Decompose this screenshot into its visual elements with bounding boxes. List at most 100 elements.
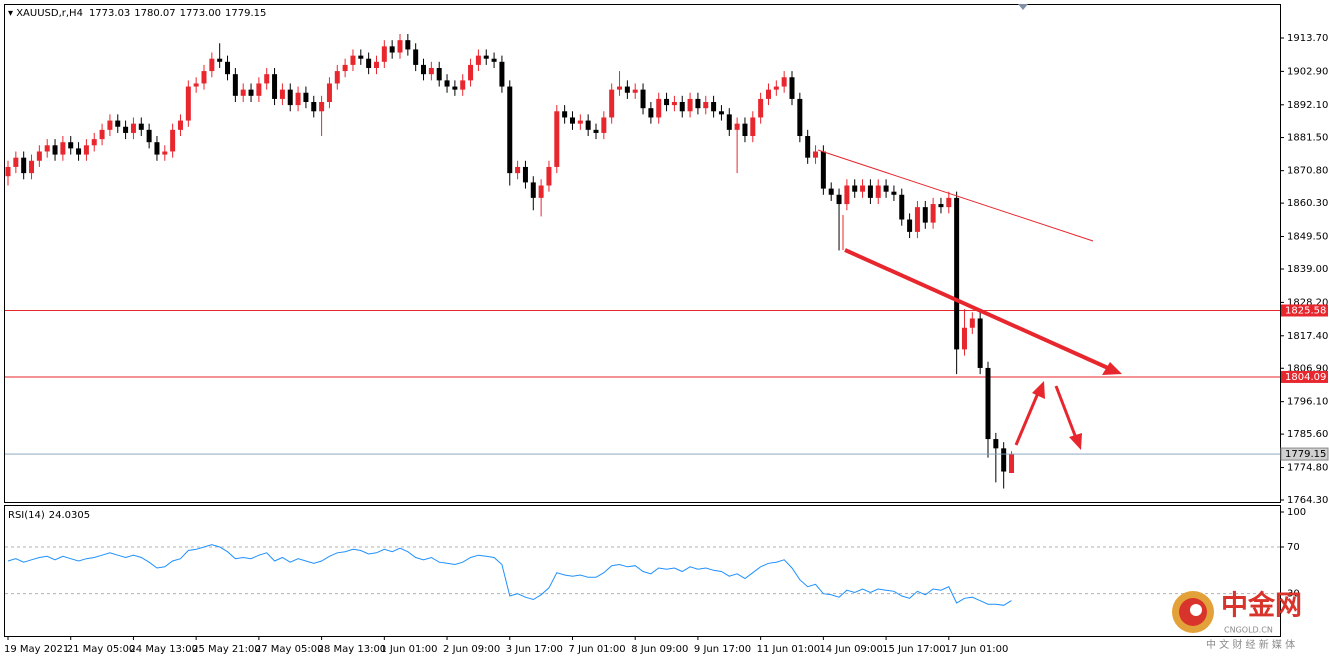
candle-body (5, 166, 11, 177)
y-tick-label: 1828.20 (1287, 297, 1328, 308)
candle-body (389, 46, 395, 53)
candle-body (483, 55, 489, 59)
candle-body (366, 58, 372, 68)
x-tick-label: 25 May 21:00 (192, 644, 261, 655)
candle-body (671, 102, 677, 106)
candle-body (421, 64, 427, 75)
shift-marker (1018, 4, 1028, 10)
y-tick-label: 1902.90 (1287, 66, 1328, 77)
candle-body (946, 197, 952, 208)
candle-body (405, 40, 411, 50)
candle-body (569, 117, 575, 124)
candle-body (1009, 454, 1015, 473)
candle-body (295, 92, 301, 106)
candle-body (601, 117, 607, 133)
candle-body (1001, 448, 1007, 472)
candle-body (899, 194, 905, 220)
candle-body (993, 439, 999, 449)
x-tick-label: 24 May 13:00 (129, 644, 198, 655)
close-label: 1779.15 (225, 8, 266, 19)
candle-body (546, 166, 552, 186)
arrow-line (1014, 392, 1040, 446)
level-tag-label: 1804.09 (1285, 372, 1326, 383)
x-tick-label: 14 Jun 09:00 (819, 644, 883, 655)
candle-body (985, 367, 991, 440)
x-tick-label: 3 Jun 17:00 (506, 644, 563, 655)
y-tick-label: 1796.10 (1287, 397, 1328, 408)
candle-body (436, 67, 442, 81)
logo-site: CNGOLD.CN (1224, 626, 1273, 635)
candle-body (177, 120, 183, 130)
open-label: 1773.03 (89, 8, 130, 19)
candle-body (303, 92, 309, 103)
candle-body (491, 58, 497, 62)
candle-body (852, 185, 858, 192)
y-tick-label: 1817.40 (1287, 331, 1328, 342)
candle-body (162, 151, 168, 155)
rsi-value: 24.0305 (49, 510, 90, 521)
candle-body (695, 98, 701, 109)
x-tick-label: 2 Jun 09:00 (443, 644, 500, 655)
candle-body (334, 71, 340, 84)
y-tick-label: 1892.10 (1287, 100, 1328, 111)
candle-body (99, 129, 105, 140)
candle-body (773, 86, 779, 90)
candle-body (68, 142, 74, 149)
arrow-head (1032, 381, 1045, 399)
symbol: XAUUSD,r,H4 (16, 8, 83, 19)
logo-slogan: 中 文 财 经 新 媒 体 (1206, 638, 1295, 651)
candle-body (930, 204, 936, 223)
candle-body (593, 129, 599, 133)
candle-body (844, 185, 850, 205)
candle-body (797, 98, 803, 137)
candle-body (969, 318, 975, 328)
candle-body (60, 142, 66, 155)
candle-body (240, 89, 246, 96)
y-tick-label: 1870.80 (1287, 166, 1328, 177)
candle-body (907, 219, 913, 232)
candle-body (83, 145, 89, 155)
candle-body (805, 136, 811, 158)
x-tick-label: 19 May 2021 (4, 644, 69, 655)
arrow-head (1102, 362, 1122, 375)
candle-body (734, 123, 740, 130)
candle-body (820, 151, 826, 189)
candle-body (444, 80, 450, 87)
candle-body (648, 108, 654, 118)
candle-body (562, 111, 568, 118)
candle-body (44, 145, 50, 152)
last-price-tag (1280, 447, 1329, 461)
rsi-frame (4, 505, 1281, 637)
rsi-tick-label: 30 (1287, 589, 1300, 600)
candle-body (397, 40, 403, 53)
x-tick-label: 7 Jun 01:00 (568, 644, 625, 655)
level-tag (1281, 370, 1328, 383)
candle-body (538, 185, 544, 198)
candle-body (758, 98, 764, 118)
annotations (817, 149, 1122, 450)
candle-body (460, 80, 466, 90)
candle-body (687, 98, 693, 112)
rsi-line (7, 544, 1012, 606)
candle-body (656, 98, 662, 118)
candle-body (209, 58, 215, 72)
candle-body (883, 185, 889, 192)
x-tick-label: 8 Jun 09:00 (631, 644, 688, 655)
candle-body (413, 49, 419, 65)
level-tag-label: 1825.58 (1285, 305, 1326, 316)
candle-body (679, 102, 685, 112)
candle-body (703, 102, 709, 109)
candle-body (585, 120, 591, 130)
y-tick-label: 1860.30 (1287, 198, 1328, 209)
candle-body (428, 67, 434, 75)
candle-body (577, 120, 583, 124)
arrow-head (1069, 433, 1082, 450)
high-label: 1780.07 (134, 8, 175, 19)
candle-body (718, 111, 724, 115)
candle-body (640, 89, 646, 109)
candle-body (922, 207, 928, 223)
candle-body (138, 123, 144, 130)
x-tick-label: 9 Jun 17:00 (694, 644, 751, 655)
